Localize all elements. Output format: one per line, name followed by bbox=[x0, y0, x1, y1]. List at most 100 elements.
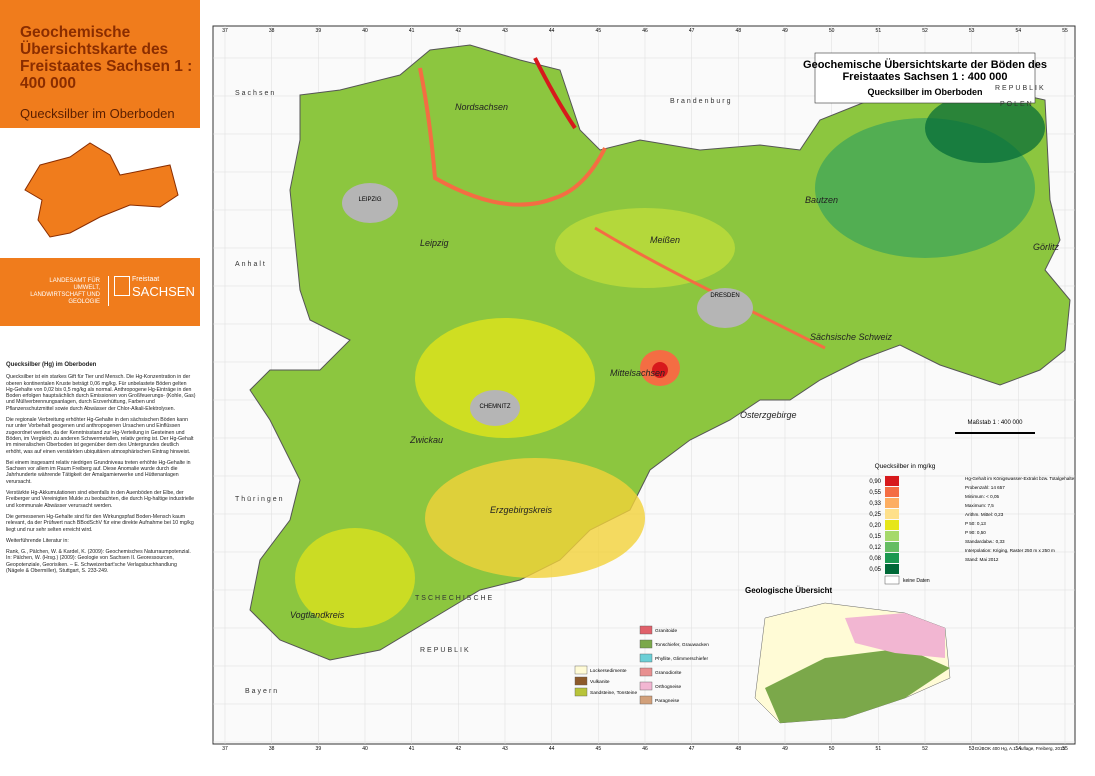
region-label: Meißen bbox=[650, 235, 680, 245]
legend-label: 0,90 bbox=[869, 479, 881, 485]
region-label: Mittelsachsen bbox=[610, 368, 665, 378]
geology-swatch bbox=[639, 653, 653, 663]
map-title: Geochemische Übersichtskarte der Böden d… bbox=[803, 58, 1047, 83]
legend-swatch bbox=[885, 476, 899, 486]
legend-swatch bbox=[885, 520, 899, 530]
neighbor-label: Thüringen bbox=[235, 496, 285, 503]
description-body: Quecksilber ist ein starkes Gift für Tie… bbox=[6, 374, 196, 533]
neighbor-label: TSCHECHISCHE bbox=[415, 595, 494, 602]
grid-label: 54 bbox=[1016, 746, 1022, 752]
grid-label: 46 bbox=[642, 28, 648, 34]
legend-note: P 90: 0,50 bbox=[965, 530, 986, 535]
geology-swatch bbox=[639, 625, 653, 635]
grid-label: 44 bbox=[549, 746, 555, 752]
legend-label: 0,12 bbox=[869, 545, 881, 551]
grid-label: 41 bbox=[409, 28, 415, 34]
geology-swatch bbox=[639, 667, 653, 677]
geology-zone bbox=[765, 648, 950, 723]
institution-band: LANDESAMT FÜR UMWELT, LANDWIRTSCHAFT UND… bbox=[0, 258, 200, 326]
geology-label: Paragneise bbox=[655, 698, 680, 704]
city-label: LEIPZIG bbox=[358, 197, 381, 203]
grid-label: 48 bbox=[736, 746, 742, 752]
geology-label: Vulkanite bbox=[590, 679, 610, 685]
grid-label: 49 bbox=[782, 746, 788, 752]
legend-title: Quecksilber in mg/kg bbox=[875, 463, 936, 470]
grid-label: 45 bbox=[596, 746, 602, 752]
grid-label: 37 bbox=[222, 28, 228, 34]
grid-label: 40 bbox=[362, 746, 368, 752]
grid-label: 47 bbox=[689, 28, 695, 34]
scale: Maßstab 1 : 400 000 bbox=[967, 420, 1023, 426]
legend-note: Probenzahl: 14 657 bbox=[965, 485, 1005, 490]
legend-swatch bbox=[885, 487, 899, 497]
grid-label: 51 bbox=[876, 746, 882, 752]
legend-swatch bbox=[885, 553, 899, 563]
neighbor-label: Sachsen bbox=[235, 90, 276, 97]
neighbor-label: Bayern bbox=[245, 688, 279, 695]
info-panel: Geochemische Übersichtskarte des Freista… bbox=[0, 0, 200, 776]
neighbor-label: Brandenburg bbox=[670, 98, 732, 105]
geology-label: Phyllite, Glimmerschiefer bbox=[655, 656, 708, 662]
grid-label: 38 bbox=[269, 28, 275, 34]
description: Quecksilber (Hg) im Oberboden Quecksilbe… bbox=[6, 362, 196, 579]
geology-label: Granitoide bbox=[655, 628, 677, 634]
legend-swatch bbox=[885, 542, 899, 552]
agency-name: LANDESAMT FÜR UMWELT, LANDWIRTSCHAFT UND… bbox=[30, 278, 100, 305]
legend-label: 0,08 bbox=[869, 556, 881, 562]
literature-heading: Weiterführende Literatur in: bbox=[6, 537, 69, 544]
description-paragraph: Bei einem insgesamt relativ niedrigen Gr… bbox=[6, 459, 191, 485]
geology-swatch bbox=[574, 687, 588, 697]
grid-label: 52 bbox=[922, 746, 928, 752]
geology-swatch bbox=[639, 639, 653, 649]
geology-swatch bbox=[574, 676, 588, 686]
legend-label: keine Daten bbox=[903, 578, 930, 584]
grid-label: 37 bbox=[222, 746, 228, 752]
locator-map bbox=[24, 142, 179, 238]
grid-label: 47 bbox=[689, 746, 695, 752]
grid-label: 50 bbox=[829, 28, 835, 34]
grid-label: 49 bbox=[782, 28, 788, 34]
header-title: Geochemische Übersichtskarte des Freista… bbox=[20, 24, 193, 92]
grid-label: 52 bbox=[922, 28, 928, 34]
legend-note: Maximum: 7,5 bbox=[965, 503, 994, 508]
region-label: Zwickau bbox=[409, 435, 443, 445]
region-label: Sächsische Schweiz bbox=[810, 332, 893, 342]
grid-label: 39 bbox=[316, 746, 322, 752]
geology-label: Lockersedimente bbox=[590, 668, 627, 674]
legend-swatch bbox=[885, 498, 899, 508]
legend-label: 0,55 bbox=[869, 490, 881, 496]
footer: GÜBOK 400 Hg, A.1. Auflage, Freiberg, 20… bbox=[975, 745, 1066, 751]
grid-label: 53 bbox=[969, 28, 975, 34]
geology-swatch bbox=[574, 665, 588, 675]
legend-note: P 50: 0,13 bbox=[965, 521, 986, 526]
grid-label: 38 bbox=[269, 746, 275, 752]
description-paragraph: Verstärkte Hg-Akkumulationen sind ebenfa… bbox=[6, 490, 195, 509]
header: Geochemische Übersichtskarte des Freista… bbox=[0, 0, 200, 128]
grid-label: 41 bbox=[409, 746, 415, 752]
description-paragraph: Die regionale Verbreitung erhöhter Hg-Ge… bbox=[6, 417, 194, 455]
legend-note: Stand: Mai 2012 bbox=[965, 557, 999, 562]
legend-swatch bbox=[885, 509, 899, 519]
grid-label: 43 bbox=[502, 28, 508, 34]
geology-label: Tonschiefer, Grauwacken bbox=[655, 642, 709, 648]
map: Geochemische Übersichtskarte der Böden d… bbox=[212, 25, 1076, 752]
geology-label: Orthogneise bbox=[655, 684, 681, 690]
region-label: Erzgebirgskreis bbox=[490, 505, 553, 515]
description-paragraph: Die gemessenen Hg-Gehalte sind für den W… bbox=[6, 513, 194, 533]
region-label: Vogtlandkreis bbox=[290, 610, 345, 620]
legend-note: Arithm. Mittel: 0,23 bbox=[965, 512, 1004, 517]
grid-label: 42 bbox=[456, 28, 462, 34]
legend-swatch bbox=[885, 531, 899, 541]
neighbor-label: REPUBLIK bbox=[420, 647, 471, 654]
legend-note: Hg-Gehalt im Königswasser-Extrakt bzw. T… bbox=[965, 476, 1075, 481]
state-label-small: Freistaat bbox=[132, 276, 160, 283]
region-label: Nordsachsen bbox=[455, 102, 508, 112]
description-heading: Quecksilber (Hg) im Oberboden bbox=[6, 362, 97, 368]
grid-label: 55 bbox=[1062, 28, 1068, 34]
geology-zone bbox=[845, 613, 945, 658]
region-label: Leipzig bbox=[420, 238, 449, 248]
geology-label: Granodiorite bbox=[655, 670, 682, 676]
grid-label: 50 bbox=[829, 746, 835, 752]
legend-label: 0,33 bbox=[869, 501, 881, 507]
grid-label: 44 bbox=[549, 28, 555, 34]
